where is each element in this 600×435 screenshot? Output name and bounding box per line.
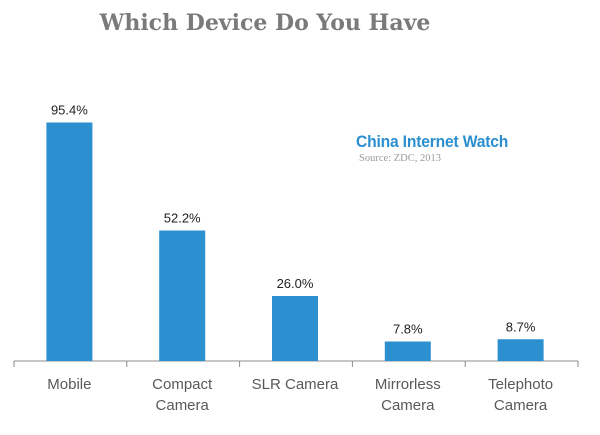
bar xyxy=(46,122,93,361)
bar-value-label: 95.4% xyxy=(51,103,88,118)
bar xyxy=(497,339,544,361)
watermark: China Internet Watch Source: ZDC, 2013 xyxy=(356,132,521,164)
watermark-source: Source: ZDC, 2013 xyxy=(359,153,441,164)
category-label: Camera xyxy=(494,397,548,414)
category-label: Compact xyxy=(152,376,213,393)
watermark-brand: China Internet Watch xyxy=(356,132,509,151)
category-label: Telephoto xyxy=(488,376,553,393)
category-label: Camera xyxy=(156,397,210,414)
bar xyxy=(272,296,318,361)
category-label: Camera xyxy=(381,397,435,414)
bar xyxy=(159,230,206,361)
category-label: Mirrorless xyxy=(375,376,441,393)
bar xyxy=(384,341,431,361)
bar-value-label: 7.8% xyxy=(393,322,423,337)
bar-value-label: 52.2% xyxy=(164,211,201,226)
chart-title: Which Device Do You Have xyxy=(99,10,431,36)
bar-value-label: 8.7% xyxy=(506,319,536,334)
bar-value-label: 26.0% xyxy=(277,276,314,291)
category-label: Mobile xyxy=(47,376,91,393)
category-label: SLR Camera xyxy=(252,376,339,393)
